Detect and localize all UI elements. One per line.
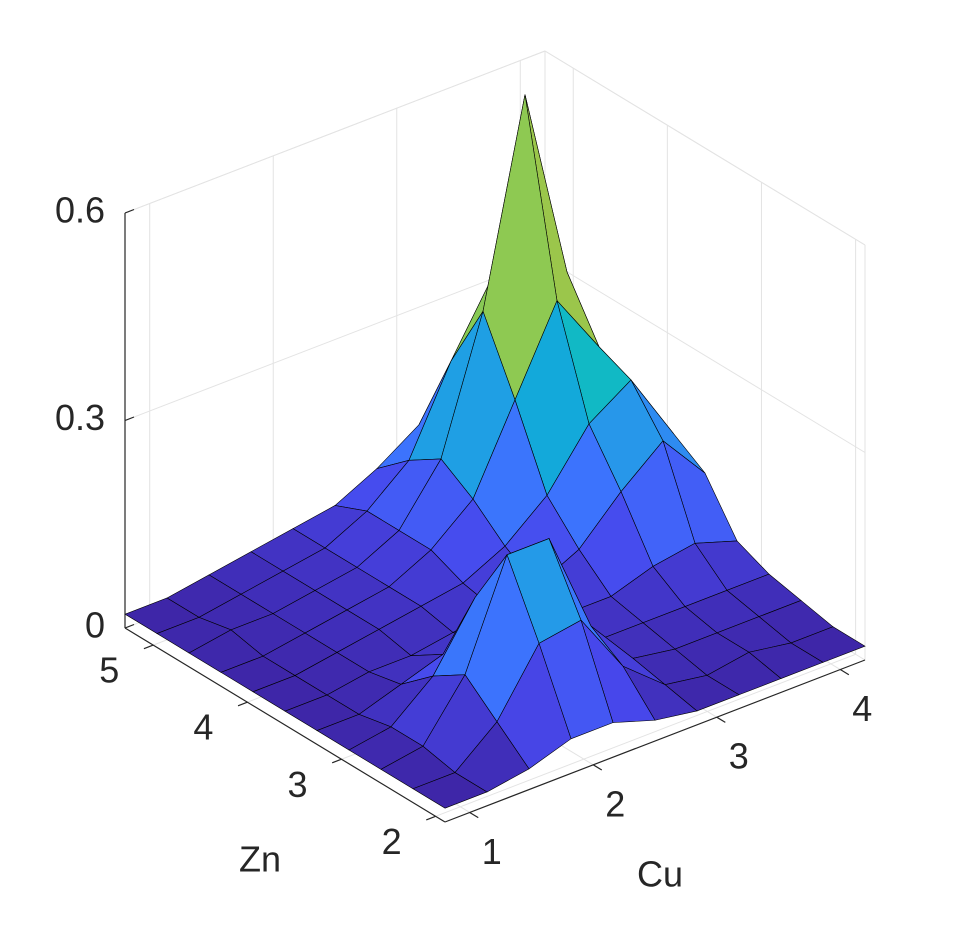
z-tick bbox=[124, 208, 135, 214]
x-tick-label: 3 bbox=[729, 736, 749, 777]
y-tick-label: 2 bbox=[382, 821, 402, 862]
y-axis-label: Zn bbox=[239, 839, 281, 880]
y-tick bbox=[331, 758, 342, 764]
x-axis bbox=[444, 659, 866, 823]
y-tick bbox=[426, 815, 436, 821]
y-tick-label: 5 bbox=[99, 650, 119, 691]
box-edge bbox=[124, 50, 546, 214]
axes-foreground: 1 2 3 4 2 3 4 50 0.3 0.6 bbox=[55, 190, 872, 872]
z-tick bbox=[124, 416, 135, 422]
x-tick bbox=[592, 764, 603, 771]
z-tick-label: 0 bbox=[85, 605, 105, 646]
y-tick bbox=[237, 701, 248, 707]
surface-cell bbox=[412, 772, 488, 809]
grid-line bbox=[435, 653, 856, 817]
x-tick-label: 2 bbox=[605, 783, 625, 824]
y-tick-label: 4 bbox=[193, 707, 213, 748]
x-tick bbox=[839, 669, 850, 676]
x-tick-label: 4 bbox=[852, 688, 872, 729]
z-tick-label: 0.6 bbox=[55, 190, 105, 231]
z-tick-label: 0.3 bbox=[55, 397, 105, 438]
y-tick-label: 3 bbox=[287, 764, 307, 805]
grid-line bbox=[124, 258, 546, 421]
box-edge bbox=[544, 50, 866, 246]
x-tick bbox=[469, 811, 479, 819]
surface bbox=[124, 94, 866, 809]
y-tick bbox=[143, 644, 154, 650]
x-tick-label: 1 bbox=[482, 831, 502, 872]
grid-line bbox=[544, 258, 866, 453]
z-tick bbox=[124, 623, 135, 629]
x-axis-label: Cu bbox=[637, 854, 683, 895]
y-axis bbox=[124, 627, 446, 823]
x-tick bbox=[716, 716, 726, 723]
